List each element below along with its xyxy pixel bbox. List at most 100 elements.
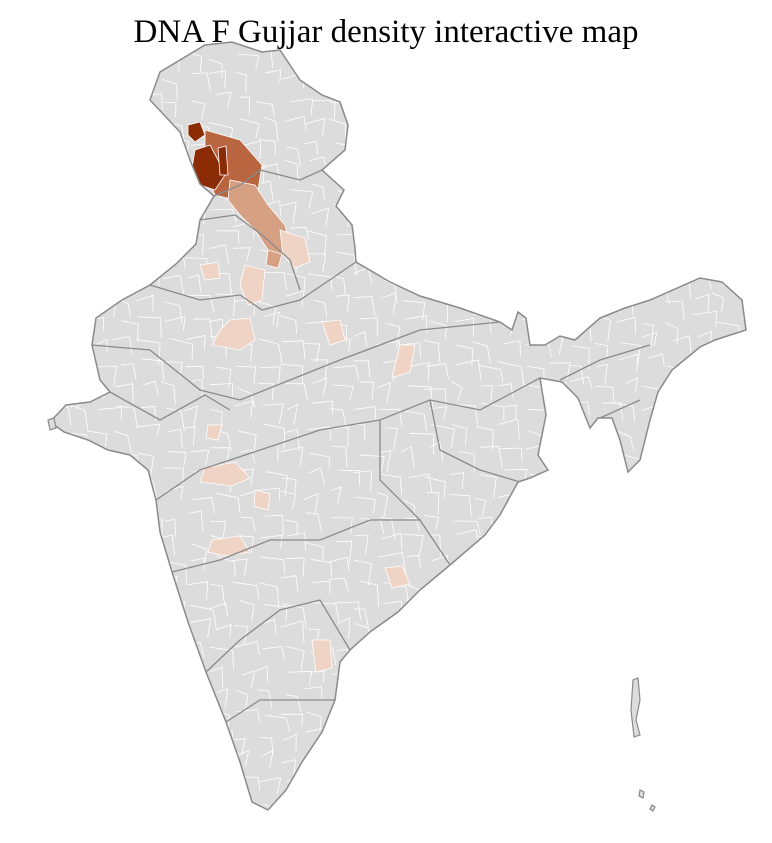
district-border <box>546 251 558 269</box>
district-border <box>239 600 255 622</box>
district-border <box>692 431 710 459</box>
district-border <box>310 207 330 227</box>
district-border <box>721 111 737 125</box>
district-border <box>402 733 428 754</box>
district-border <box>234 641 260 655</box>
district-border <box>210 805 230 810</box>
district-border <box>647 231 670 254</box>
district-border <box>497 521 519 544</box>
district-border <box>265 271 287 290</box>
district-border <box>409 666 433 680</box>
district-border <box>210 783 227 804</box>
district-border <box>737 605 746 621</box>
district-border <box>187 581 209 600</box>
district-border <box>330 517 353 535</box>
district-density-low[interactable] <box>321 319 346 346</box>
district-border <box>424 388 447 405</box>
district-border <box>209 382 234 399</box>
district-border <box>527 511 550 527</box>
district-border <box>449 75 472 97</box>
district-border <box>375 100 396 123</box>
district-density-very_high[interactable] <box>217 145 229 176</box>
district-border <box>407 755 423 777</box>
district-border <box>50 52 57 70</box>
district-border <box>66 718 91 741</box>
district-border <box>471 779 490 795</box>
district-density-very_high[interactable] <box>187 121 206 143</box>
district-border <box>265 471 289 498</box>
district-border <box>329 118 347 142</box>
district-border <box>237 53 260 71</box>
district-density-low[interactable] <box>311 639 333 673</box>
district-density-low[interactable] <box>207 535 251 557</box>
district-density-low[interactable] <box>384 565 411 589</box>
district-density-low[interactable] <box>205 424 223 441</box>
district-border <box>359 178 374 192</box>
district-border <box>544 584 560 601</box>
district-border <box>166 407 185 432</box>
district-density-low[interactable] <box>239 264 266 306</box>
district-density-low[interactable] <box>211 317 256 351</box>
district-border <box>88 430 108 454</box>
district-border <box>113 737 138 761</box>
district-border <box>457 250 472 266</box>
district-border <box>360 517 385 534</box>
district-border <box>547 81 570 96</box>
district-border <box>142 248 163 272</box>
density-regions[interactable] <box>187 121 416 673</box>
district-border <box>160 736 177 753</box>
district-border <box>424 651 448 675</box>
district-border <box>670 114 687 131</box>
district-border <box>448 95 463 115</box>
district-border <box>210 602 229 616</box>
district-border <box>455 359 482 382</box>
district-border <box>641 210 665 233</box>
district-border <box>95 689 114 714</box>
district-border <box>665 804 688 810</box>
district-border <box>736 402 746 423</box>
district-border <box>402 99 425 114</box>
district-border <box>545 800 569 810</box>
district-border <box>189 52 203 73</box>
district-border <box>498 710 524 731</box>
district-border <box>360 317 378 337</box>
district-border <box>286 146 301 167</box>
district-border <box>118 696 136 712</box>
district-density-low[interactable] <box>253 489 271 511</box>
district-border <box>719 600 737 623</box>
district-border <box>209 447 230 462</box>
district-border <box>553 179 577 195</box>
district-border <box>524 300 545 323</box>
district-border <box>673 739 697 761</box>
district-border <box>311 400 333 414</box>
district-border <box>595 183 610 206</box>
district-border <box>184 426 196 447</box>
district-border <box>577 98 593 115</box>
district-border <box>377 168 396 191</box>
district-border <box>280 620 305 643</box>
district-border <box>521 533 543 549</box>
district-border <box>641 505 659 522</box>
district-border <box>592 57 609 82</box>
district-density-low[interactable] <box>199 261 221 281</box>
district-density-low[interactable] <box>391 344 416 379</box>
district-border <box>168 226 192 241</box>
district-border <box>575 706 598 726</box>
district-border <box>528 803 544 810</box>
district-border <box>498 783 519 804</box>
district-border <box>600 713 622 735</box>
district-border <box>648 353 665 367</box>
district-border <box>624 137 636 164</box>
district-border <box>665 322 679 345</box>
district-border <box>208 58 223 79</box>
district-border <box>310 558 332 577</box>
district-border <box>184 712 209 734</box>
district-density-medium[interactable] <box>265 249 283 269</box>
district-border <box>716 58 740 78</box>
district-border <box>259 737 274 756</box>
district-border <box>215 230 240 244</box>
state-border <box>213 169 323 197</box>
district-border <box>50 798 63 810</box>
district-density-low[interactable] <box>199 461 251 487</box>
